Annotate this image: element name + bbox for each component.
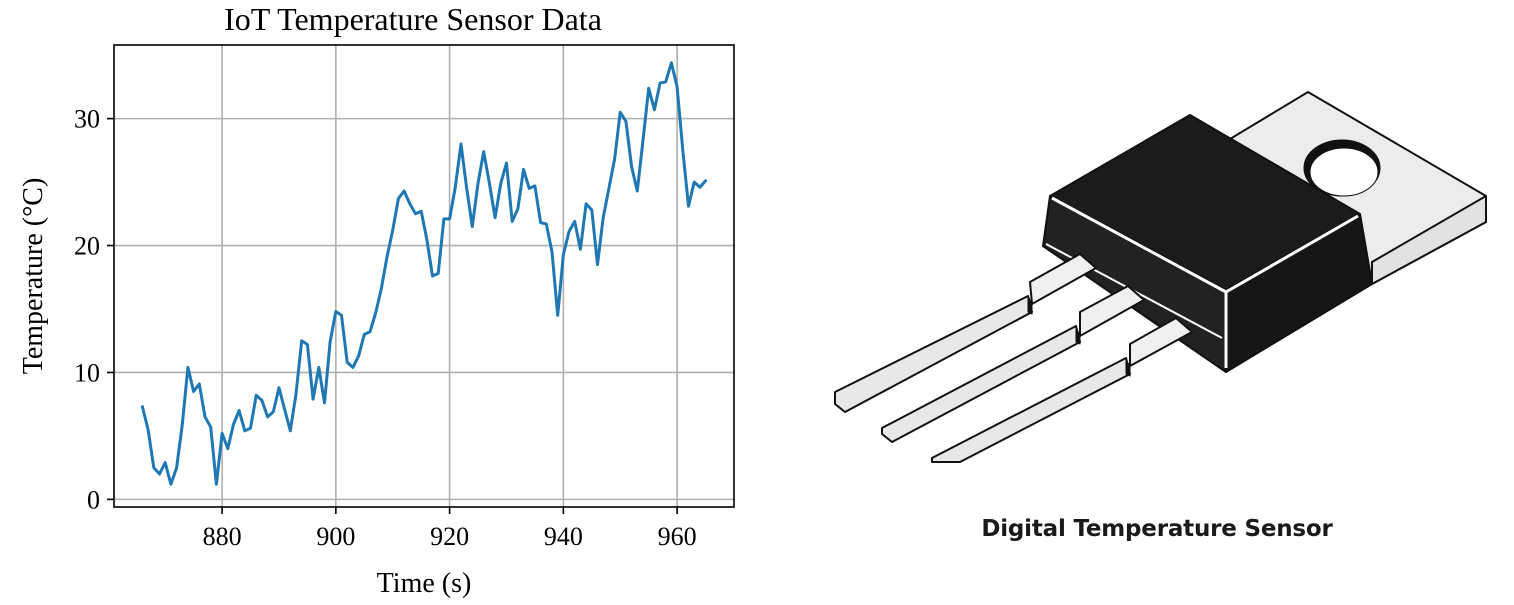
x-axis-label: Time (s) bbox=[377, 568, 472, 599]
x-tick-label: 880 bbox=[203, 522, 242, 551]
to-220-sensor-package bbox=[834, 91, 1487, 463]
x-tick-label: 900 bbox=[316, 522, 355, 551]
lead-pin-3 bbox=[931, 317, 1193, 463]
y-tick-label: 0 bbox=[87, 485, 100, 514]
series-line bbox=[140, 61, 708, 486]
product-caption: Digital Temperature Sensor bbox=[981, 516, 1333, 542]
x-tick-label: 940 bbox=[544, 522, 583, 551]
chart-title: IoT Temperature Sensor Data bbox=[224, 1, 602, 37]
y-tick-label: 20 bbox=[74, 232, 100, 261]
y-axis-label: Temperature (°C) bbox=[18, 178, 49, 375]
lead-pin-1 bbox=[834, 253, 1097, 413]
x-tick-label: 920 bbox=[430, 522, 469, 551]
axis-ticks: 880 900 920 940 960 0 10 20 30 bbox=[74, 105, 697, 551]
sensor-illustration bbox=[834, 91, 1487, 463]
x-tick-label: 960 bbox=[658, 522, 697, 551]
grid-lines bbox=[114, 45, 734, 507]
y-tick-label: 10 bbox=[74, 358, 100, 387]
lead-pin-2 bbox=[881, 285, 1145, 443]
temperature-chart: IoT Temperature Sensor Data 880 900 920 940… bbox=[18, 1, 735, 599]
y-tick-label: 30 bbox=[74, 105, 100, 134]
plot-frame bbox=[113, 44, 735, 508]
